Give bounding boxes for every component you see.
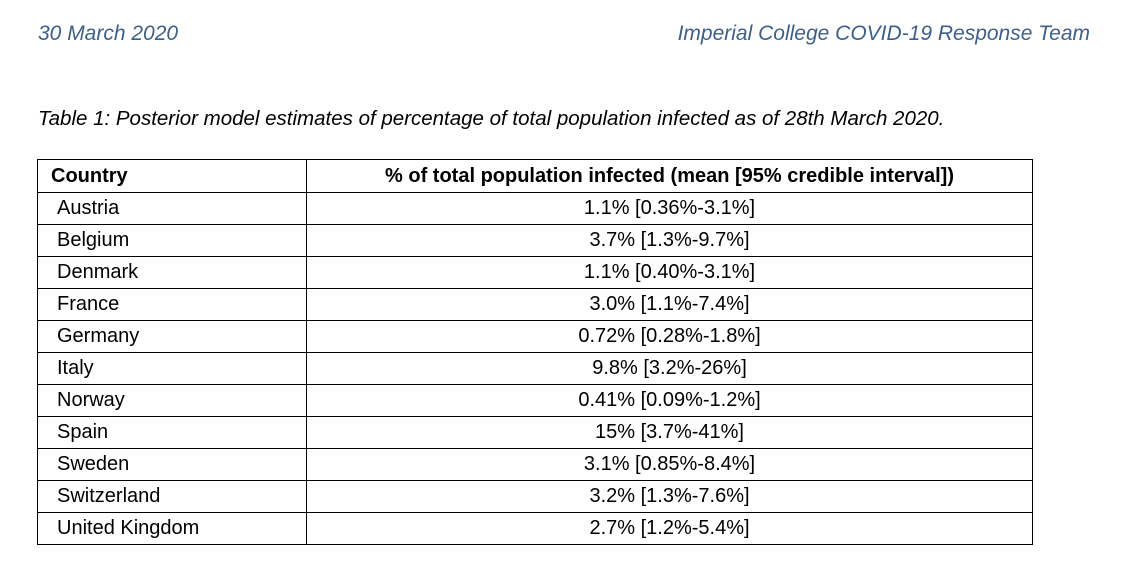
country-cell: Belgium — [37, 224, 307, 257]
table-row: Belgium 3.7% [1.3%-9.7%] — [37, 224, 1033, 257]
table-row: Italy 9.8% [3.2%-26%] — [37, 352, 1033, 385]
table-row: Austria 1.1% [0.36%-3.1%] — [37, 192, 1033, 225]
table-row: Sweden 3.1% [0.85%-8.4%] — [37, 448, 1033, 481]
country-cell: Switzerland — [37, 480, 307, 513]
table-container: Country % of total population infected (… — [37, 159, 1033, 545]
table-row: United Kingdom 2.7% [1.2%-5.4%] — [37, 512, 1033, 545]
percent-infected-cell: 3.2% [1.3%-7.6%] — [306, 480, 1033, 513]
infection-estimates-table: Country % of total population infected (… — [37, 159, 1033, 545]
column-header-percent-infected: % of total population infected (mean [95… — [306, 159, 1033, 193]
percent-infected-cell: 0.72% [0.28%-1.8%] — [306, 320, 1033, 353]
percent-infected-cell: 1.1% [0.40%-3.1%] — [306, 256, 1033, 289]
percent-infected-cell: 3.1% [0.85%-8.4%] — [306, 448, 1033, 481]
country-cell: Sweden — [37, 448, 307, 481]
country-cell: Austria — [37, 192, 307, 225]
header-team: Imperial College COVID-19 Response Team — [677, 22, 1090, 45]
table-caption: Table 1: Posterior model estimates of pe… — [38, 107, 945, 130]
header-date: 30 March 2020 — [38, 22, 179, 45]
table-row: Germany 0.72% [0.28%-1.8%] — [37, 320, 1033, 353]
country-cell: Denmark — [37, 256, 307, 289]
percent-infected-cell: 15% [3.7%-41%] — [306, 416, 1033, 449]
column-header-country: Country — [37, 159, 307, 193]
percent-infected-cell: 0.41% [0.09%-1.2%] — [306, 384, 1033, 417]
percent-infected-cell: 3.0% [1.1%-7.4%] — [306, 288, 1033, 321]
table-row: Norway 0.41% [0.09%-1.2%] — [37, 384, 1033, 417]
table-row: France 3.0% [1.1%-7.4%] — [37, 288, 1033, 321]
country-cell: France — [37, 288, 307, 321]
country-cell: Spain — [37, 416, 307, 449]
table-row: Denmark 1.1% [0.40%-3.1%] — [37, 256, 1033, 289]
table-row: Spain 15% [3.7%-41%] — [37, 416, 1033, 449]
table-row: Switzerland 3.2% [1.3%-7.6%] — [37, 480, 1033, 513]
country-cell: Germany — [37, 320, 307, 353]
percent-infected-cell: 1.1% [0.36%-3.1%] — [306, 192, 1033, 225]
country-cell: Italy — [37, 352, 307, 385]
table-header-row: Country % of total population infected (… — [37, 159, 1033, 193]
percent-infected-cell: 2.7% [1.2%-5.4%] — [306, 512, 1033, 545]
country-cell: United Kingdom — [37, 512, 307, 545]
country-cell: Norway — [37, 384, 307, 417]
percent-infected-cell: 9.8% [3.2%-26%] — [306, 352, 1033, 385]
percent-infected-cell: 3.7% [1.3%-9.7%] — [306, 224, 1033, 257]
